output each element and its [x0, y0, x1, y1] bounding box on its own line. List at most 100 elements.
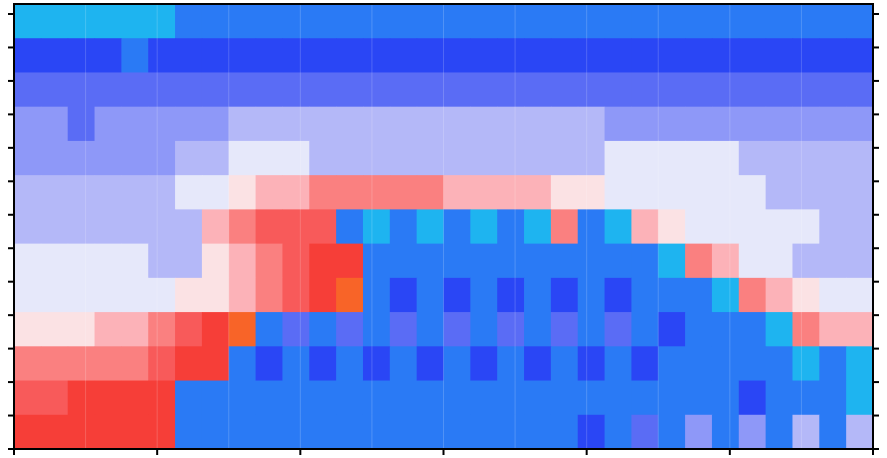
- heatmap-cell: [658, 106, 686, 142]
- heatmap-cell: [282, 175, 310, 210]
- heatmap-cell: [685, 346, 713, 382]
- heatmap-cell: [201, 380, 230, 416]
- heatmap-cell: [497, 140, 525, 176]
- heatmap-cell: [577, 380, 606, 416]
- heatmap-cell: [577, 277, 606, 313]
- heatmap-cell: [362, 312, 391, 347]
- heatmap-cell: [362, 209, 391, 245]
- heatmap-cell: [738, 380, 767, 416]
- heatmap-cell: [228, 72, 257, 108]
- heatmap-cell: [685, 243, 713, 279]
- heatmap-cell: [443, 72, 471, 108]
- heatmap-cell: [94, 106, 122, 142]
- heatmap-cell: [148, 72, 176, 108]
- heatmap-cell: [846, 38, 874, 74]
- heatmap-cell: [550, 106, 579, 142]
- heatmap-cell: [524, 106, 552, 142]
- heatmap-cell: [550, 140, 579, 176]
- heatmap-cell: [67, 209, 96, 245]
- heatmap-cell: [443, 380, 471, 416]
- heatmap-cell: [362, 38, 391, 74]
- heatmap-cell: [765, 243, 794, 279]
- heatmap-cell: [765, 414, 794, 450]
- heatmap-cell: [846, 414, 874, 450]
- heatmap-cell: [94, 72, 122, 108]
- heatmap-cell: [792, 346, 820, 382]
- heatmap-cell: [631, 140, 659, 176]
- heatmap-cell: [524, 175, 552, 210]
- heatmap-cell: [148, 243, 176, 279]
- heatmap-cell: [470, 140, 498, 176]
- heatmap-cell: [416, 140, 445, 176]
- heatmap-cell: [658, 380, 686, 416]
- heatmap-cell: [604, 72, 632, 108]
- heatmap-cell: [685, 414, 713, 450]
- heatmap-cell: [362, 4, 391, 39]
- heatmap-cell: [336, 312, 364, 347]
- heatmap-cell: [497, 346, 525, 382]
- heatmap-cell: [658, 346, 686, 382]
- heatmap-cell: [765, 209, 794, 245]
- heatmap-cell: [14, 346, 42, 382]
- heatmap-cell: [819, 380, 847, 416]
- heatmap-cell: [497, 277, 525, 313]
- heatmap-cell: [67, 380, 96, 416]
- heatmap-cell: [443, 312, 471, 347]
- heatmap-cell: [40, 38, 69, 74]
- heatmap-cell: [40, 175, 69, 210]
- heatmap-cell: [819, 175, 847, 210]
- heatmap-cell: [309, 312, 337, 347]
- heatmap-cell: [577, 346, 606, 382]
- heatmap-cell: [792, 380, 820, 416]
- heatmap-cell: [175, 209, 203, 245]
- heatmap-cell: [685, 209, 713, 245]
- heatmap-cell: [765, 175, 794, 210]
- heatmap-cell: [685, 38, 713, 74]
- heatmap-cell: [67, 414, 96, 450]
- heatmap-cell: [685, 106, 713, 142]
- heatmap-cell: [792, 4, 820, 39]
- heatmap-cell: [336, 38, 364, 74]
- heatmap-cell: [550, 414, 579, 450]
- heatmap-cell: [40, 346, 69, 382]
- heatmap-cell: [201, 140, 230, 176]
- heatmap-cell: [765, 106, 794, 142]
- heatmap-cell: [792, 38, 820, 74]
- heatmap-cell: [685, 312, 713, 347]
- heatmap-cell: [711, 312, 740, 347]
- heatmap-cell: [228, 38, 257, 74]
- heatmap-cell: [175, 380, 203, 416]
- heatmap-cell: [443, 106, 471, 142]
- heatmap-cell: [416, 209, 445, 245]
- heatmap-cell: [282, 346, 310, 382]
- heatmap-cell: [604, 414, 632, 450]
- heatmap-cell: [201, 72, 230, 108]
- heatmap-cell: [470, 346, 498, 382]
- heatmap-cell: [148, 277, 176, 313]
- heatmap-cell: [148, 140, 176, 176]
- heatmap-cell: [336, 209, 364, 245]
- heatmap-cell: [255, 72, 284, 108]
- heatmap-cell: [309, 106, 337, 142]
- heatmap-cell: [738, 140, 767, 176]
- heatmap-cell: [40, 72, 69, 108]
- heatmap-cell: [819, 346, 847, 382]
- heatmap-cell: [524, 38, 552, 74]
- heatmap-cell: [577, 4, 606, 39]
- heatmap-cell: [121, 277, 149, 313]
- heatmap-cell: [631, 4, 659, 39]
- heatmap-cell: [282, 312, 310, 347]
- heatmap-cell: [255, 38, 284, 74]
- heatmap-cell: [255, 106, 284, 142]
- heatmap-cell: [255, 140, 284, 176]
- heatmap-cell: [14, 209, 42, 245]
- heatmap-cell: [14, 277, 42, 313]
- heatmap-cell: [604, 4, 632, 39]
- heatmap-cell: [631, 72, 659, 108]
- heatmap-cell: [846, 277, 874, 313]
- heatmap-cell: [389, 346, 418, 382]
- heatmap-cell: [228, 106, 257, 142]
- heatmap-cell: [362, 175, 391, 210]
- heatmap-cell: [94, 209, 122, 245]
- heatmap-cell: [389, 72, 418, 108]
